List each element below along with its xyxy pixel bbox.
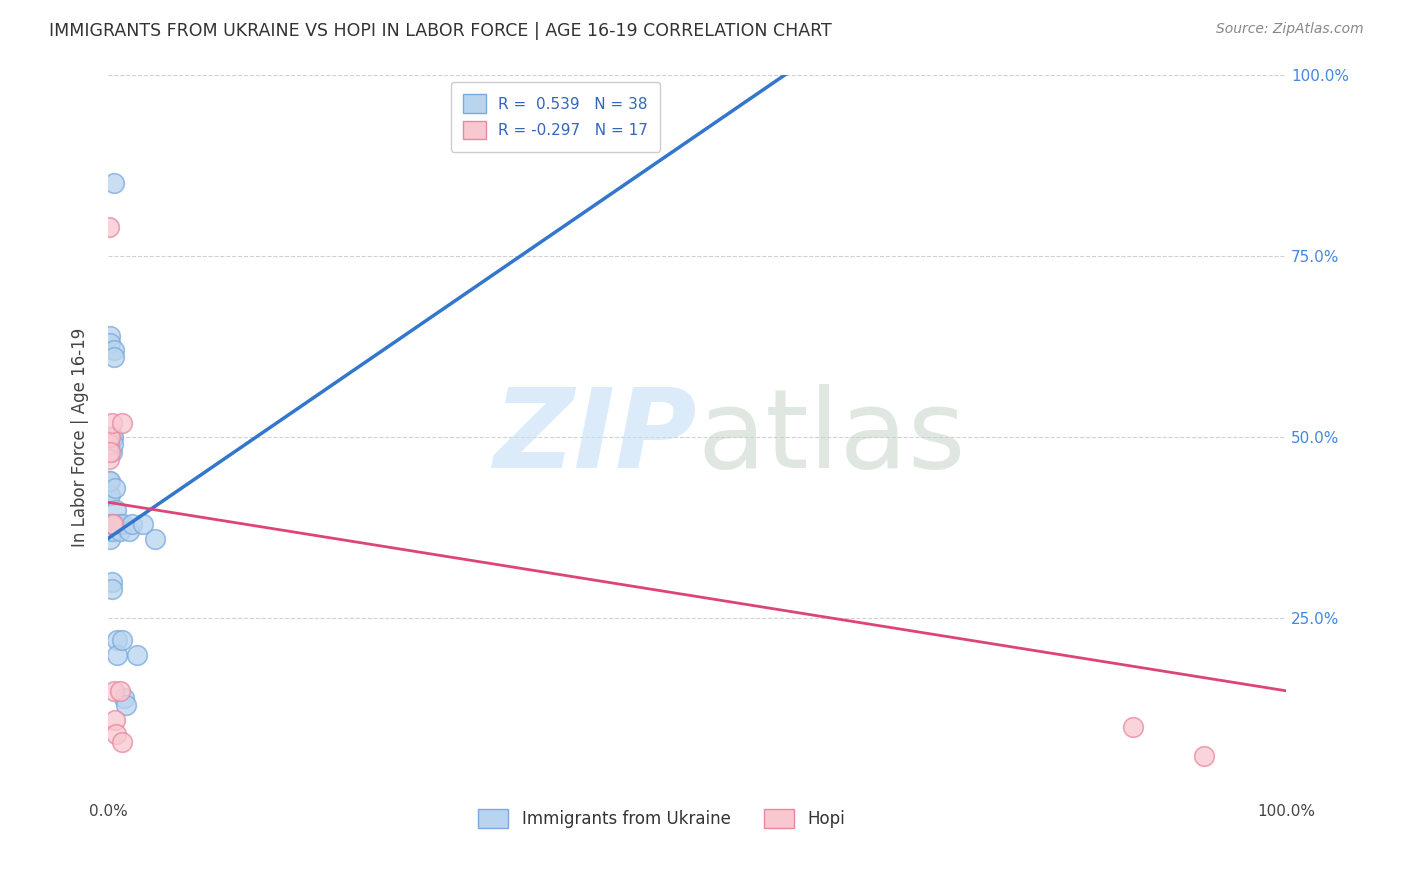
Point bbox=[98, 444, 121, 458]
Point bbox=[1122, 720, 1144, 734]
Point bbox=[100, 574, 122, 589]
Point bbox=[105, 502, 128, 516]
Legend: Immigrants from Ukraine, Hopi: Immigrants from Ukraine, Hopi bbox=[471, 803, 852, 835]
Point bbox=[98, 219, 121, 234]
Point bbox=[114, 698, 136, 713]
Point bbox=[103, 176, 125, 190]
Point bbox=[103, 683, 125, 698]
Point bbox=[1192, 749, 1215, 764]
Point bbox=[103, 343, 125, 357]
Point bbox=[98, 474, 121, 488]
Point bbox=[100, 444, 122, 458]
Point bbox=[98, 474, 121, 488]
Point bbox=[100, 582, 122, 597]
Y-axis label: In Labor Force | Age 16-19: In Labor Force | Age 16-19 bbox=[72, 327, 89, 547]
Point bbox=[98, 451, 121, 466]
Point bbox=[98, 532, 121, 546]
Text: IMMIGRANTS FROM UKRAINE VS HOPI IN LABOR FORCE | AGE 16-19 CORRELATION CHART: IMMIGRANTS FROM UKRAINE VS HOPI IN LABOR… bbox=[49, 22, 832, 40]
Point bbox=[98, 488, 121, 502]
Point bbox=[114, 691, 136, 706]
Point bbox=[98, 430, 121, 444]
Point bbox=[101, 516, 124, 531]
Point bbox=[103, 351, 125, 365]
Point bbox=[100, 524, 122, 539]
Point bbox=[132, 516, 155, 531]
Point bbox=[107, 516, 129, 531]
Point bbox=[105, 727, 128, 741]
Point bbox=[104, 481, 127, 495]
Point bbox=[108, 683, 131, 698]
Point bbox=[98, 488, 121, 502]
Point bbox=[98, 430, 121, 444]
Point bbox=[98, 516, 121, 531]
Point bbox=[118, 524, 141, 539]
Point bbox=[100, 430, 122, 444]
Point bbox=[98, 437, 121, 451]
Point bbox=[101, 437, 124, 451]
Point bbox=[111, 416, 134, 430]
Text: Source: ZipAtlas.com: Source: ZipAtlas.com bbox=[1216, 22, 1364, 37]
Point bbox=[98, 328, 121, 343]
Point bbox=[107, 633, 129, 648]
Point bbox=[101, 516, 124, 531]
Point bbox=[98, 516, 121, 531]
Point bbox=[111, 734, 134, 748]
Point bbox=[100, 416, 122, 430]
Point bbox=[111, 633, 134, 648]
Point bbox=[98, 430, 121, 444]
Point bbox=[107, 648, 129, 662]
Point bbox=[127, 648, 149, 662]
Point bbox=[108, 524, 131, 539]
Text: atlas: atlas bbox=[697, 384, 966, 491]
Point bbox=[100, 516, 122, 531]
Point bbox=[100, 516, 122, 531]
Point bbox=[104, 713, 127, 727]
Point bbox=[98, 335, 121, 350]
Point bbox=[98, 437, 121, 451]
Point bbox=[143, 532, 166, 546]
Point bbox=[112, 516, 135, 531]
Point bbox=[101, 430, 124, 444]
Text: ZIP: ZIP bbox=[494, 384, 697, 491]
Point bbox=[121, 516, 143, 531]
